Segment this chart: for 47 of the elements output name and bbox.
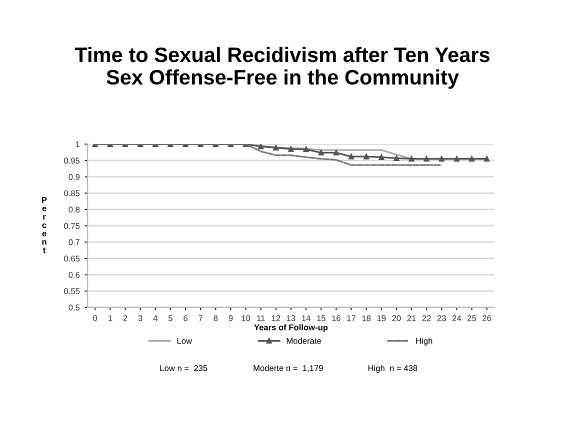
y-tick-label: 0.75 — [64, 222, 80, 229]
text: Low n = 235 — [160, 365, 208, 372]
x-tick-label: 10 — [242, 315, 250, 322]
y-tick-label: 0.9 — [68, 174, 80, 180]
x-tick-label: 4 — [153, 315, 158, 322]
x-tick-label: 26 — [482, 315, 492, 322]
x-tick-label: 15 — [317, 315, 326, 322]
x-tick-label: 9 — [228, 315, 233, 322]
x-tick-label: 5 — [168, 315, 172, 322]
y-tick-label: 0.85 — [64, 190, 80, 196]
x-tick-label: 7 — [198, 315, 202, 322]
y-axis-title: Percent — [42, 197, 47, 254]
x-tick-label: 16 — [332, 315, 340, 322]
x-tick-label: 21 — [407, 315, 416, 322]
x-tick-label: 17 — [347, 315, 356, 322]
legend-label: Moderate — [286, 338, 322, 344]
x-tick-label: 8 — [214, 315, 218, 322]
chart-title: Time to Sexual Recidivism after Ten Years Sex Offense-Free in the Community — [74, 46, 490, 89]
y-tick-label: 0.95 — [64, 158, 80, 164]
x-tick-label: 14 — [302, 315, 310, 322]
x-tick-label: 12 — [272, 315, 280, 322]
text: High n = 438 — [368, 364, 418, 373]
text: Moderte n = 1,179 — [254, 364, 323, 372]
x-axis-title: Years of Follow-up — [254, 324, 328, 332]
x-tick-label: 3 — [138, 315, 142, 322]
y-tick-label: 0.55 — [64, 288, 80, 294]
x-tick-label: 22 — [422, 315, 431, 322]
legend-label: High — [416, 338, 432, 346]
x-tick-label: 2 — [123, 315, 128, 322]
x-tick-label: 6 — [184, 315, 188, 322]
legend-label: Low — [177, 338, 192, 344]
y-tick-label: 0.6 — [68, 272, 80, 278]
y-tick-label: 0.65 — [64, 256, 80, 262]
x-tick-label: 24 — [452, 315, 462, 322]
x-tick-label: 11 — [257, 315, 265, 322]
y-tick-label: 1 — [76, 141, 80, 148]
x-tick-label: 25 — [468, 315, 476, 322]
x-tick-label: 23 — [437, 315, 446, 322]
y-tick-label: 0.7 — [68, 239, 80, 246]
x-tick-label: 18 — [362, 315, 371, 322]
x-tick-label: 13 — [286, 315, 296, 322]
x-tick-label: 19 — [377, 315, 386, 322]
y-tick-label: 0.8 — [68, 206, 80, 213]
x-tick-label: 1 — [108, 315, 112, 322]
x-tick-label: 0 — [93, 315, 98, 322]
x-tick-label: 20 — [392, 315, 401, 322]
y-tick-label: 0.5 — [68, 304, 80, 310]
